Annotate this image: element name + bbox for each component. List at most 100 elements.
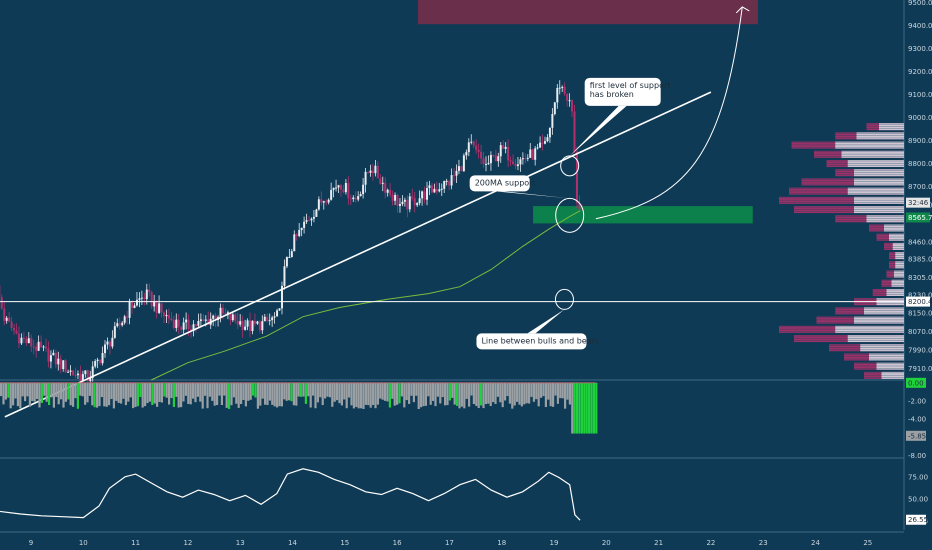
candle-body	[344, 183, 347, 193]
time-tick-label: 25	[863, 539, 872, 547]
volume-tag[interactable]	[906, 377, 926, 388]
volume-bar	[374, 382, 377, 409]
volume-bar	[84, 382, 87, 405]
candle-body	[453, 175, 456, 177]
volume-bar	[259, 382, 262, 406]
volume-bar	[451, 382, 454, 398]
candle-body	[480, 151, 483, 159]
time-axis[interactable]: 9 10 11 12 13 14 15 16 17 18 19 20 21 22 23 24 25	[29, 539, 872, 547]
bull-bear-line-callout[interactable]	[476, 333, 587, 350]
candle-body	[512, 161, 515, 164]
price-tag-last-price[interactable]	[906, 212, 930, 223]
candle-body	[126, 316, 129, 318]
candle-body	[224, 313, 227, 315]
volume-bar	[588, 382, 591, 434]
candle-body	[295, 234, 298, 236]
price-tick-label: 8230.00	[908, 291, 932, 299]
candle-body	[268, 320, 271, 322]
first-level-break-pointer	[569, 105, 627, 156]
volume-bar	[300, 382, 303, 397]
volume-bar	[201, 382, 204, 409]
candle-body	[116, 323, 119, 327]
first-level-break-text-line: first level of support	[590, 81, 671, 90]
candle-body	[507, 146, 510, 161]
volume-bar	[103, 382, 106, 407]
candle-body	[548, 127, 551, 138]
volume-bar	[228, 382, 231, 410]
candle-body	[91, 366, 94, 378]
ma-200-line[interactable]	[151, 210, 581, 381]
oscillator-tag[interactable]	[906, 514, 926, 525]
candle-body	[325, 201, 328, 203]
candle-body	[413, 198, 416, 206]
bull-bear-line-text-line: Line between bulls and bears	[481, 336, 599, 345]
volume-bar	[364, 382, 367, 405]
candle-body	[300, 227, 303, 231]
candle-body	[475, 145, 478, 150]
candle-body	[84, 370, 87, 375]
candle-body	[465, 152, 468, 156]
volume-bar	[187, 382, 190, 404]
resistance-zone[interactable]	[418, 0, 758, 25]
time-tick-label: 24	[811, 539, 820, 547]
volume-bar	[273, 382, 276, 407]
volume-bar	[518, 382, 521, 405]
oscillator-pane[interactable]	[0, 468, 581, 521]
candle-body	[403, 199, 406, 202]
first-level-break-callout[interactable]	[584, 77, 661, 106]
time-tick-label: 13	[236, 539, 245, 547]
candle-body	[568, 100, 571, 102]
candle-body	[580, 209, 583, 211]
candle-body	[349, 198, 352, 200]
candle-body	[448, 180, 451, 186]
volume-bar	[141, 382, 144, 408]
volume-bar	[242, 382, 245, 401]
candle-body	[359, 194, 362, 197]
oscillator-line[interactable]	[0, 468, 581, 521]
candle-body	[10, 321, 13, 328]
volume-bar	[127, 382, 130, 402]
volume-pane[interactable]	[0, 382, 598, 434]
volume-bar	[283, 382, 286, 400]
time-tick-label: 20	[602, 539, 611, 547]
price-tag-horizontal-line[interactable]	[906, 296, 930, 307]
candle-body	[202, 319, 205, 321]
volume-bar	[237, 382, 240, 408]
volume-bar	[400, 382, 403, 397]
candle-body	[529, 149, 532, 158]
candle-body	[288, 257, 291, 259]
price-axis[interactable]: 9500.00 9400.00 9300.00 9200.00 9100.00 9000.…	[906, 0, 932, 526]
price-tick-label: 9200.00	[908, 68, 932, 76]
volume-bar	[45, 382, 48, 402]
support-zone[interactable]	[533, 206, 753, 224]
projection-arrow[interactable]	[595, 6, 743, 220]
candle-body	[104, 344, 107, 354]
volume-tick-label: -8.00	[908, 452, 926, 460]
volume-tag[interactable]	[906, 430, 926, 441]
price-tag-countdown[interactable]	[906, 197, 930, 208]
volume-bar	[199, 382, 202, 402]
candle-body	[226, 312, 229, 314]
price-layer[interactable]	[0, 80, 583, 386]
volume-bar	[456, 382, 459, 406]
volume-bar	[151, 382, 154, 405]
ascending-trendline[interactable]	[4, 91, 712, 418]
volume-bar	[220, 382, 223, 406]
volume-bar	[396, 382, 399, 405]
volume-bar	[576, 382, 579, 434]
candle-body	[394, 194, 397, 201]
ma-support-callout[interactable]	[469, 175, 530, 192]
volume-bar	[40, 382, 43, 403]
candle-body	[118, 323, 121, 326]
candle-body	[111, 337, 114, 347]
volume-bar	[477, 382, 480, 409]
volume-bar	[552, 382, 555, 407]
candle-body	[194, 324, 197, 326]
candle-body	[59, 358, 62, 369]
volume-bar	[321, 382, 324, 406]
volume-bar	[386, 382, 389, 402]
candle-body	[494, 155, 497, 162]
